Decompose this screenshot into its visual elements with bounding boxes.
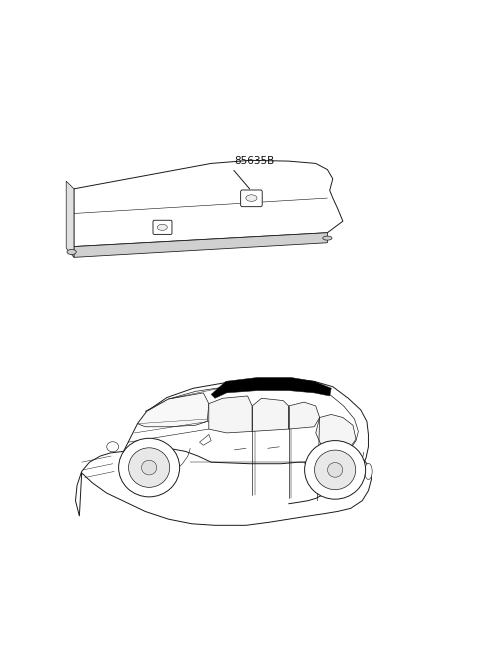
Ellipse shape	[305, 441, 366, 499]
Ellipse shape	[246, 195, 257, 201]
Polygon shape	[200, 434, 211, 445]
Ellipse shape	[365, 463, 372, 480]
Polygon shape	[74, 160, 343, 247]
Polygon shape	[288, 402, 320, 429]
Ellipse shape	[119, 438, 180, 497]
Ellipse shape	[67, 249, 76, 255]
Ellipse shape	[327, 462, 343, 477]
Polygon shape	[137, 393, 209, 427]
Polygon shape	[316, 415, 356, 450]
Polygon shape	[209, 396, 252, 433]
FancyBboxPatch shape	[240, 190, 262, 207]
Ellipse shape	[157, 224, 168, 230]
Ellipse shape	[314, 450, 356, 489]
Polygon shape	[66, 181, 74, 257]
Ellipse shape	[129, 448, 170, 487]
Ellipse shape	[323, 236, 332, 240]
Polygon shape	[211, 377, 331, 398]
Ellipse shape	[142, 461, 157, 475]
Ellipse shape	[107, 441, 119, 452]
Polygon shape	[75, 448, 372, 525]
FancyBboxPatch shape	[153, 220, 172, 234]
Polygon shape	[74, 233, 327, 257]
Polygon shape	[252, 398, 288, 432]
Text: 85635B: 85635B	[234, 155, 274, 166]
